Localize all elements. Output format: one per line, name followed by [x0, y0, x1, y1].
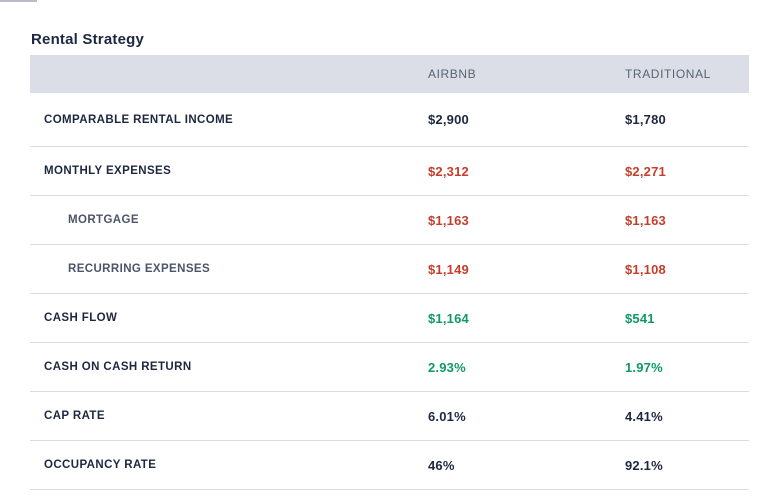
- airbnb-value: $1,163: [428, 212, 469, 228]
- airbnb-value: 6.01%: [428, 408, 466, 424]
- traditional-value: $2,271: [625, 163, 666, 179]
- airbnb-value: 2.93%: [428, 359, 466, 375]
- row-label: RECURRING EXPENSES: [68, 263, 211, 275]
- traditional-value: 92.1%: [625, 457, 663, 473]
- table-row: CASH ON CASH RETURN 2.93% 1.97%: [30, 343, 749, 392]
- row-label: CASH ON CASH RETURN: [44, 361, 192, 373]
- traditional-value: $1,780: [625, 112, 666, 127]
- table-row: CASH FLOW $1,164 $541: [30, 294, 749, 343]
- traditional-column-header: TRADITIONAL: [625, 67, 711, 81]
- traditional-value: $1,163: [625, 212, 666, 228]
- airbnb-value: 46%: [428, 457, 455, 473]
- cropped-top-divider: [0, 0, 37, 2]
- table-body: COMPARABLE RENTAL INCOME $2,900 $1,780 M…: [30, 93, 749, 490]
- row-label: MONTHLY EXPENSES: [44, 165, 172, 177]
- row-label: CAP RATE: [44, 410, 105, 422]
- table-row: RECURRING EXPENSES $1,149 $1,108: [30, 245, 749, 294]
- row-label: MORTGAGE: [68, 214, 139, 226]
- traditional-value: $1,108: [625, 261, 666, 277]
- row-label: CASH FLOW: [44, 312, 118, 324]
- airbnb-value: $2,312: [428, 163, 469, 179]
- page-title: Rental Strategy: [31, 31, 145, 49]
- airbnb-column-header: AIRBNB: [428, 67, 477, 81]
- table-header-row: AIRBNB TRADITIONAL: [30, 55, 749, 93]
- rental-strategy-table: AIRBNB TRADITIONAL COMPARABLE RENTAL INC…: [30, 55, 749, 490]
- traditional-value: 1.97%: [625, 359, 663, 375]
- airbnb-value: $2,900: [428, 112, 469, 127]
- row-label: OCCUPANCY RATE: [44, 459, 157, 471]
- table-row: OCCUPANCY RATE 46% 92.1%: [30, 441, 749, 490]
- traditional-value: $541: [625, 310, 655, 326]
- table-row: CAP RATE 6.01% 4.41%: [30, 392, 749, 441]
- row-label: COMPARABLE RENTAL INCOME: [44, 113, 234, 126]
- airbnb-value: $1,149: [428, 261, 469, 277]
- table-row[interactable]: MONTHLY EXPENSES $2,312 $2,271: [30, 147, 749, 196]
- airbnb-value: $1,164: [428, 310, 469, 326]
- table-row: MORTGAGE $1,163 $1,163: [30, 196, 749, 245]
- traditional-value: 4.41%: [625, 408, 663, 424]
- table-row: COMPARABLE RENTAL INCOME $2,900 $1,780: [30, 93, 749, 147]
